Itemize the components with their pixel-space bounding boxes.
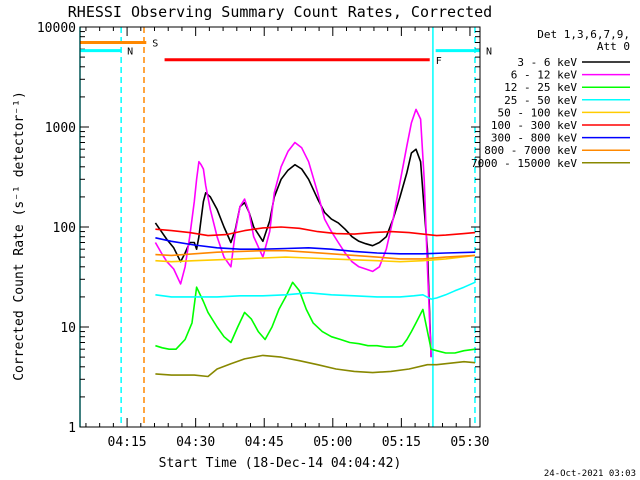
timestamp-label: 24-Oct-2021 03:03 xyxy=(544,469,636,479)
legend-label: 300 - 800 keV xyxy=(491,132,577,145)
marker-label: N xyxy=(486,47,492,58)
y-tick-label: 10000 xyxy=(37,21,76,36)
y-axis-label: Corrected Count Rate (s⁻¹ detector⁻¹) xyxy=(12,91,27,381)
plot-frame xyxy=(79,26,481,428)
y-tick-label: 1 xyxy=(68,421,76,436)
x-tick-label: 05:00 xyxy=(313,435,352,450)
legend-label: 25 - 50 keV xyxy=(504,94,577,107)
y-tick-label: 10 xyxy=(60,321,76,336)
series-line xyxy=(155,254,476,263)
x-tick-label: 04:45 xyxy=(245,435,284,450)
legend-label: 7000 - 15000 keV xyxy=(471,157,577,170)
legend-label: 800 - 7000 keV xyxy=(484,144,577,157)
series-line xyxy=(155,249,476,260)
x-tick-label: 05:15 xyxy=(382,435,421,450)
x-axis-label: Start Time (18-Dec-14 04:04:42) xyxy=(159,456,402,471)
legend-attenuator: Att 0 xyxy=(597,40,630,53)
legend-label: 50 - 100 keV xyxy=(498,106,578,119)
y-tick-label: 100 xyxy=(53,221,76,236)
legend-label: 6 - 12 keV xyxy=(511,69,578,82)
series-line xyxy=(154,108,432,358)
series-line xyxy=(155,237,476,255)
legend-label: 12 - 25 keV xyxy=(504,81,577,94)
marker-label: N xyxy=(127,47,133,58)
legend-label: 100 - 300 keV xyxy=(491,119,577,132)
series-line xyxy=(155,281,476,300)
marker-label: S xyxy=(152,38,158,49)
legend-detectors: Det 1,3,6,7,9, xyxy=(537,28,630,41)
legend-label: 3 - 6 keV xyxy=(517,56,577,69)
x-tick-label: 05:30 xyxy=(450,435,489,450)
x-tick-label: 04:15 xyxy=(108,435,147,450)
series-line xyxy=(155,354,476,378)
series-line xyxy=(155,226,476,237)
x-tick-label: 04:30 xyxy=(176,435,215,450)
series-line xyxy=(155,281,476,354)
chart-title: RHESSI Observing Summary Count Rates, Co… xyxy=(68,3,492,21)
marker-label: F xyxy=(436,56,442,67)
y-tick-label: 1000 xyxy=(45,121,76,136)
